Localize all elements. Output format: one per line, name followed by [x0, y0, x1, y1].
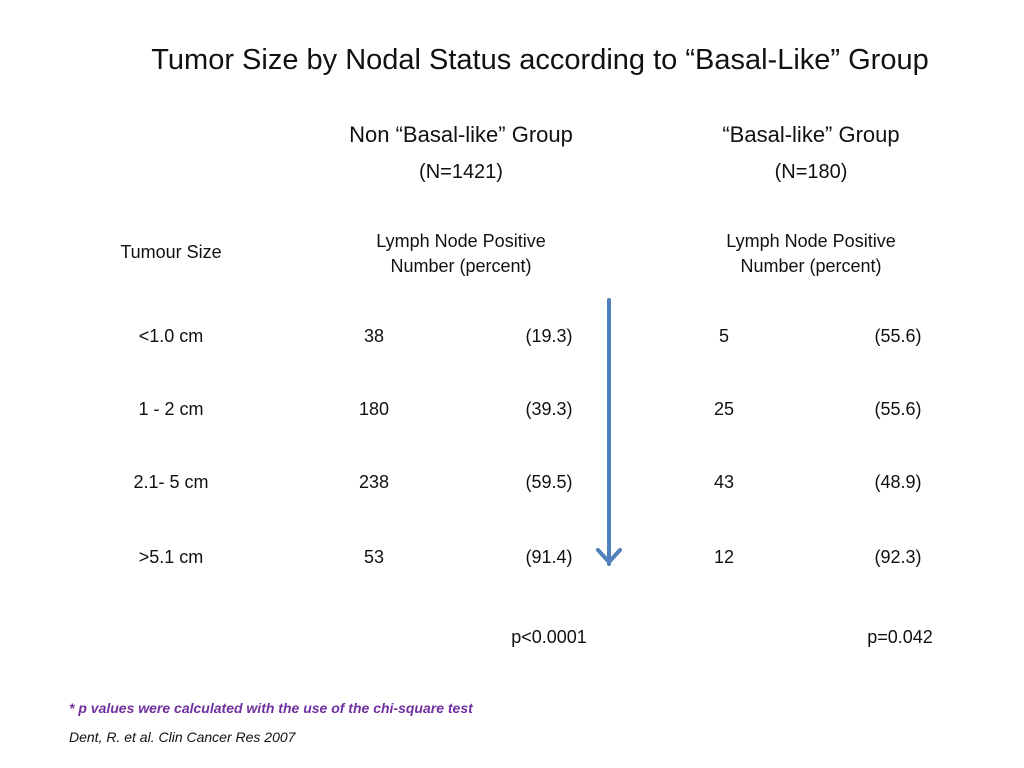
- arrow-head: [596, 548, 622, 564]
- basal-percent: (48.9): [874, 472, 922, 492]
- row-header-tumour-size: Tumour Size: [120, 242, 222, 262]
- basal-count: 43: [713, 472, 735, 492]
- col-header-line2: Number (percent): [390, 256, 532, 276]
- group-header-basal: “Basal-like” Group: [722, 122, 900, 147]
- slide-title: Tumor Size by Nodal Status according to …: [151, 44, 929, 76]
- p-value-basal: p=0.042: [867, 627, 933, 647]
- tumour-size-cell: <1.0 cm: [138, 326, 204, 346]
- tumour-size-cell: >5.1 cm: [138, 547, 204, 567]
- non-basal-percent: (19.3): [525, 326, 573, 346]
- group-header-non-basal: Non “Basal-like” Group: [349, 122, 573, 147]
- down-arrow-icon: [596, 298, 622, 566]
- basal-percent: (55.6): [874, 326, 922, 346]
- non-basal-count: 180: [358, 399, 390, 419]
- non-basal-percent: (59.5): [525, 472, 573, 492]
- non-basal-count: 238: [358, 472, 390, 492]
- non-basal-count: 38: [363, 326, 385, 346]
- col-header-line2: Number (percent): [740, 256, 882, 276]
- basal-count: 5: [718, 326, 729, 346]
- col-header-basal: Lymph Node Positive Number (percent): [661, 229, 961, 279]
- col-header-line1: Lymph Node Positive: [376, 231, 546, 251]
- group-n-basal: (N=180): [774, 161, 848, 183]
- group-n-non-basal: (N=1421): [419, 161, 503, 183]
- col-header-non-basal: Lymph Node Positive Number (percent): [311, 229, 611, 279]
- basal-percent: (55.6): [874, 399, 922, 419]
- non-basal-percent: (91.4): [525, 547, 573, 567]
- non-basal-percent: (39.3): [525, 399, 573, 419]
- p-value-non-basal: p<0.0001: [511, 627, 587, 647]
- tumour-size-cell: 2.1- 5 cm: [133, 472, 209, 492]
- tumour-size-cell: 1 - 2 cm: [138, 399, 204, 419]
- footnote: * p values were calculated with the use …: [69, 700, 473, 716]
- basal-count: 12: [713, 547, 735, 567]
- basal-percent: (92.3): [874, 547, 922, 567]
- col-header-line1: Lymph Node Positive: [726, 231, 896, 251]
- basal-count: 25: [713, 399, 735, 419]
- citation: Dent, R. et al. Clin Cancer Res 2007: [69, 729, 296, 745]
- non-basal-count: 53: [363, 547, 385, 567]
